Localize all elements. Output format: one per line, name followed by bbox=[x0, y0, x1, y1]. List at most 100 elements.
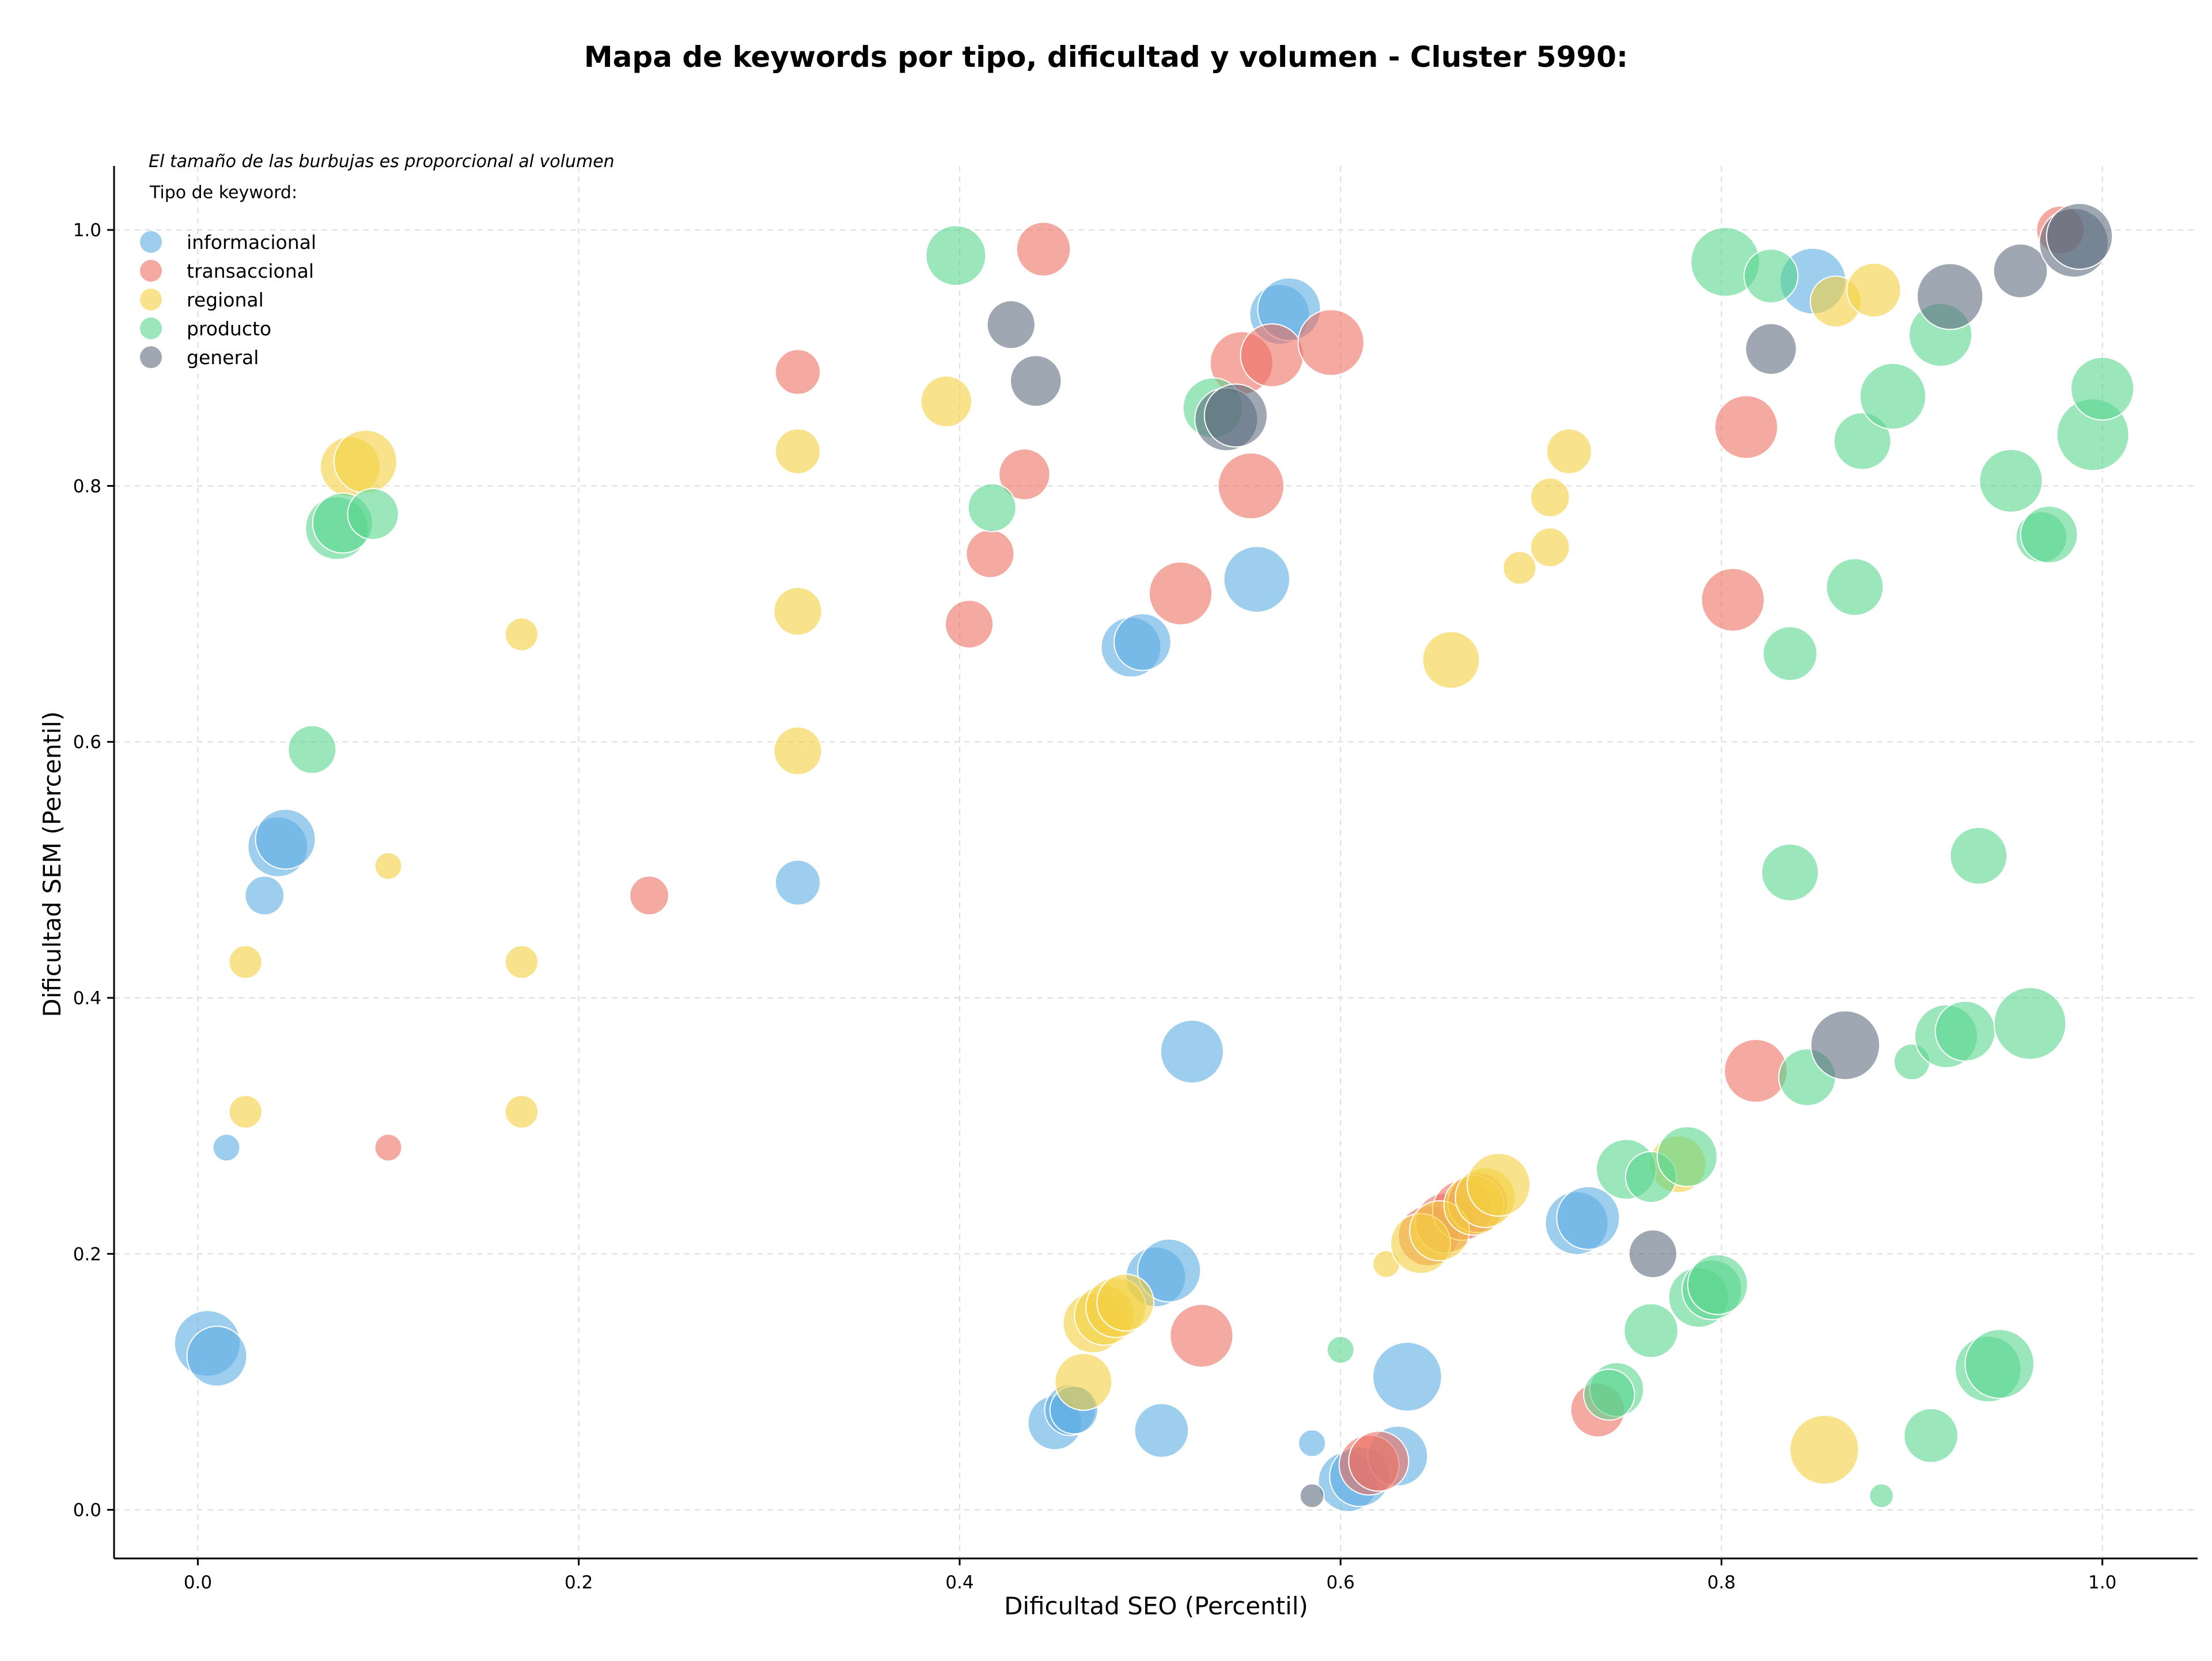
bubble-producto bbox=[1326, 1335, 1355, 1364]
bubble-regional bbox=[504, 945, 539, 979]
y-tick-label: 0.0 bbox=[73, 1500, 101, 1521]
bubble-regional bbox=[773, 726, 823, 775]
bubble-informacional bbox=[1113, 613, 1172, 671]
bubble-producto bbox=[925, 225, 987, 286]
bubble-general bbox=[1993, 243, 2048, 298]
bubble-regional bbox=[1054, 1353, 1113, 1411]
bubble-producto bbox=[2020, 505, 2078, 564]
bubble-informacional bbox=[255, 808, 316, 870]
bubble-transaccional bbox=[1724, 1039, 1788, 1103]
bubble-informacional bbox=[1223, 546, 1290, 613]
bubble-transaccional bbox=[1348, 1431, 1410, 1492]
bubble-producto bbox=[1859, 362, 1927, 430]
bubble-transaccional bbox=[1016, 221, 1071, 277]
legend: El tamaño de las burbujas es proporciona… bbox=[140, 152, 615, 369]
y-axis-label: Dificultad SEM (Percentil) bbox=[38, 712, 66, 1017]
bubble-producto bbox=[1687, 1254, 1748, 1315]
bubble-producto bbox=[1934, 1000, 1996, 1062]
bubble-regional bbox=[1467, 1152, 1531, 1217]
bubble-regional bbox=[1422, 631, 1480, 689]
bubble-informacional bbox=[1556, 1186, 1620, 1250]
bubble-producto bbox=[1949, 826, 2008, 885]
bubble-regional bbox=[773, 587, 823, 636]
bubble-regional bbox=[374, 852, 403, 880]
bubble-transaccional bbox=[1217, 452, 1285, 520]
bubble-producto bbox=[1656, 1126, 1718, 1187]
bubble-general bbox=[2046, 202, 2113, 270]
x-ticks: 0.0 0.2 0.4 0.6 0.8 1.0 bbox=[184, 1558, 2116, 1593]
bubble-informacional bbox=[1372, 1341, 1442, 1412]
bubble-general bbox=[1916, 263, 1984, 330]
legend-title: Tipo de keyword: bbox=[149, 183, 297, 203]
bubble-producto bbox=[1964, 1329, 2035, 1399]
bubble-transaccional bbox=[629, 875, 669, 916]
bubble-general bbox=[1203, 383, 1268, 448]
series-regional bbox=[228, 262, 1902, 1485]
x-tick-label: 0.6 bbox=[1327, 1572, 1355, 1593]
bubble-producto bbox=[1979, 448, 2043, 513]
bubble-transaccional bbox=[1240, 323, 1304, 388]
bubble-transaccional bbox=[998, 448, 1051, 501]
y-tick-label: 0.6 bbox=[73, 732, 101, 753]
bubble-general bbox=[1745, 323, 1797, 375]
y-ticks: 0.0 0.2 0.4 0.6 0.8 1.0 bbox=[73, 220, 114, 1521]
bubble-producto bbox=[1993, 987, 2067, 1060]
y-tick-label: 0.4 bbox=[73, 988, 101, 1009]
bubble-producto bbox=[1583, 1368, 1635, 1421]
bubble-transaccional bbox=[774, 349, 821, 395]
bubble-producto bbox=[1833, 412, 1892, 471]
bubble-transaccional bbox=[1700, 567, 1765, 632]
bubble-informacional bbox=[212, 1133, 241, 1162]
bubble-regional bbox=[1530, 527, 1570, 567]
bubbles bbox=[173, 202, 2135, 1512]
bubble-producto bbox=[1743, 248, 1799, 304]
bubble-producto bbox=[1825, 558, 1884, 616]
bubble-informacional bbox=[774, 860, 821, 906]
series-producto bbox=[287, 225, 2135, 1508]
bubble-informacional bbox=[1134, 1403, 1190, 1458]
bubble-producto bbox=[1903, 1408, 1959, 1463]
bubble-informacional bbox=[1298, 1429, 1327, 1458]
y-tick-label: 0.8 bbox=[73, 476, 101, 497]
bubble-informacional bbox=[244, 875, 285, 916]
legend-marker-transaccional bbox=[140, 260, 162, 282]
legend-items: informacional transaccional regional produc… bbox=[140, 231, 316, 369]
bubble-general bbox=[1299, 1483, 1325, 1508]
x-axis-label: Dificultad SEO (Percentil) bbox=[1004, 1592, 1308, 1620]
axes bbox=[113, 166, 2198, 1560]
series-informacional bbox=[173, 247, 1847, 1512]
bubble-regional bbox=[1502, 550, 1537, 585]
bubble-regional bbox=[1530, 477, 1570, 518]
series-general bbox=[986, 202, 2113, 1508]
legend-marker-regional bbox=[140, 289, 162, 311]
bubble-regional bbox=[504, 1095, 539, 1129]
bubble-transaccional bbox=[374, 1133, 403, 1162]
bubble-regional bbox=[228, 1095, 263, 1129]
bubble-producto bbox=[347, 488, 399, 540]
bubble-producto bbox=[967, 483, 1017, 532]
bubble-transaccional bbox=[1714, 395, 1779, 459]
bubble-transaccional bbox=[1297, 309, 1365, 376]
bubble-size-note: El tamaño de las burbujas es proporciona… bbox=[149, 152, 615, 172]
legend-label-general: general bbox=[187, 346, 259, 369]
bubble-regional bbox=[504, 617, 539, 652]
bubble-regional bbox=[774, 428, 821, 475]
bubble-transaccional bbox=[944, 599, 994, 649]
legend-marker-informacional bbox=[140, 231, 162, 253]
bubble-informacional bbox=[186, 1326, 248, 1387]
bubble-regional bbox=[228, 945, 263, 979]
bubble-general bbox=[1010, 355, 1062, 407]
bubble-transaccional bbox=[1169, 1303, 1234, 1368]
bubble-regional bbox=[1789, 1414, 1859, 1485]
chart-title: Mapa de keywords por tipo, dificultad y … bbox=[584, 40, 1628, 74]
bubble-transaccional bbox=[965, 529, 1015, 578]
bubble-producto bbox=[1623, 1303, 1679, 1359]
y-tick-label: 0.2 bbox=[73, 1244, 101, 1265]
bubble-regional bbox=[920, 375, 973, 427]
x-tick-label: 0.0 bbox=[184, 1572, 212, 1593]
bubble-general bbox=[1810, 1010, 1881, 1080]
legend-label-informacional: informacional bbox=[187, 231, 316, 253]
bubble-producto bbox=[2070, 356, 2135, 421]
bubble-regional bbox=[1096, 1273, 1155, 1332]
